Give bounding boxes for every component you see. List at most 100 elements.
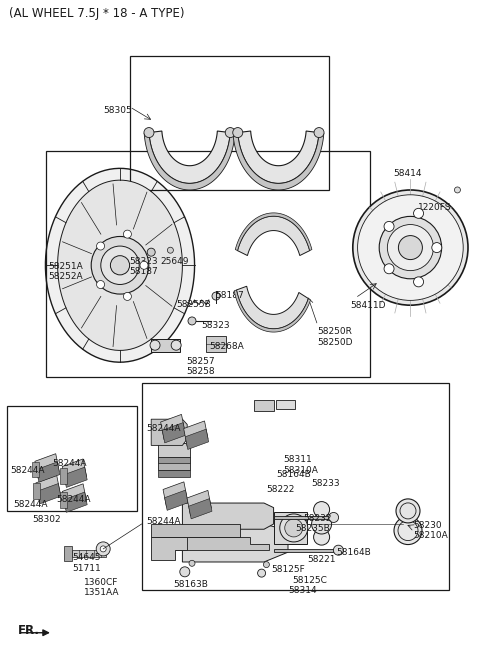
Text: 58414: 58414 (394, 169, 422, 178)
Text: 58411D: 58411D (350, 301, 386, 310)
Circle shape (139, 255, 144, 262)
Text: 58251A
58252A: 58251A 58252A (48, 262, 83, 282)
Circle shape (414, 208, 423, 218)
Circle shape (168, 247, 173, 253)
Polygon shape (235, 213, 312, 251)
Circle shape (189, 560, 195, 567)
Polygon shape (274, 512, 307, 544)
Text: 58163B: 58163B (174, 580, 209, 590)
Polygon shape (64, 467, 87, 487)
Circle shape (123, 292, 132, 301)
Circle shape (225, 128, 235, 138)
Circle shape (314, 128, 324, 138)
Text: 58311
58310A: 58311 58310A (283, 455, 318, 475)
Text: 54645
51711: 54645 51711 (72, 553, 101, 573)
Text: 58323
58187: 58323 58187 (130, 257, 158, 276)
Circle shape (188, 317, 196, 325)
Text: 58164B: 58164B (276, 470, 311, 479)
Polygon shape (238, 131, 319, 183)
Polygon shape (58, 180, 182, 350)
Circle shape (91, 236, 149, 294)
Circle shape (258, 569, 265, 577)
Circle shape (96, 242, 105, 250)
Text: FR.: FR. (18, 624, 40, 637)
Polygon shape (162, 422, 186, 443)
Text: 1360CF
1351AA: 1360CF 1351AA (84, 578, 120, 597)
Polygon shape (149, 131, 230, 183)
Polygon shape (182, 524, 288, 562)
Text: 58250R
58250D: 58250R 58250D (317, 328, 352, 347)
Polygon shape (151, 339, 180, 352)
Polygon shape (151, 524, 240, 537)
Circle shape (96, 280, 105, 288)
Polygon shape (163, 482, 187, 507)
Circle shape (171, 340, 181, 350)
Circle shape (110, 255, 130, 275)
Text: 58230
58210A: 58230 58210A (413, 521, 447, 540)
Text: 58314: 58314 (288, 586, 317, 595)
Polygon shape (154, 537, 269, 550)
Text: 58244A: 58244A (13, 500, 48, 509)
Polygon shape (151, 419, 187, 445)
Text: 58305: 58305 (103, 106, 132, 115)
Text: 58323: 58323 (202, 321, 230, 330)
Polygon shape (158, 457, 190, 470)
Text: 58302: 58302 (33, 515, 61, 524)
Circle shape (396, 499, 420, 523)
Text: 58235B: 58235B (295, 524, 330, 533)
Text: 58244A: 58244A (11, 466, 45, 476)
Circle shape (264, 561, 269, 568)
Text: 58244A: 58244A (146, 517, 181, 527)
Polygon shape (254, 400, 274, 411)
Polygon shape (158, 457, 190, 463)
Polygon shape (237, 286, 309, 329)
Polygon shape (151, 537, 187, 560)
Circle shape (150, 340, 160, 350)
Polygon shape (32, 462, 39, 477)
Polygon shape (144, 132, 235, 190)
Circle shape (384, 221, 394, 231)
Bar (130, 56, 329, 190)
Circle shape (387, 225, 433, 271)
Polygon shape (165, 490, 188, 510)
Polygon shape (187, 491, 211, 515)
Circle shape (123, 230, 132, 238)
Polygon shape (35, 454, 59, 479)
Polygon shape (62, 459, 86, 484)
Polygon shape (36, 462, 60, 482)
Polygon shape (276, 400, 295, 409)
Circle shape (329, 512, 338, 523)
Circle shape (144, 128, 154, 138)
Bar (142, 383, 449, 590)
Circle shape (353, 190, 468, 305)
Text: 58232: 58232 (303, 514, 332, 523)
Text: 58222: 58222 (266, 485, 295, 494)
Polygon shape (234, 290, 311, 332)
Text: 58221: 58221 (307, 555, 336, 565)
Text: 58255B: 58255B (177, 300, 211, 309)
Circle shape (180, 567, 190, 577)
Polygon shape (158, 443, 190, 457)
Polygon shape (60, 492, 67, 508)
Polygon shape (274, 549, 336, 552)
Circle shape (312, 514, 332, 534)
Circle shape (280, 514, 308, 542)
Polygon shape (72, 550, 106, 557)
Text: 58125C: 58125C (292, 576, 327, 586)
Circle shape (96, 542, 110, 556)
Polygon shape (185, 429, 209, 449)
Polygon shape (64, 546, 72, 561)
Circle shape (140, 261, 148, 269)
Polygon shape (184, 421, 208, 446)
Polygon shape (233, 132, 324, 190)
Polygon shape (37, 483, 61, 504)
Polygon shape (238, 216, 310, 255)
Circle shape (384, 264, 394, 274)
Text: 58164B: 58164B (336, 548, 371, 557)
Polygon shape (274, 516, 331, 519)
Circle shape (101, 246, 139, 284)
Polygon shape (33, 483, 40, 499)
Text: 58187: 58187 (215, 291, 244, 301)
Text: 58257
58258: 58257 58258 (186, 357, 215, 377)
Bar (7, 406, 137, 511)
